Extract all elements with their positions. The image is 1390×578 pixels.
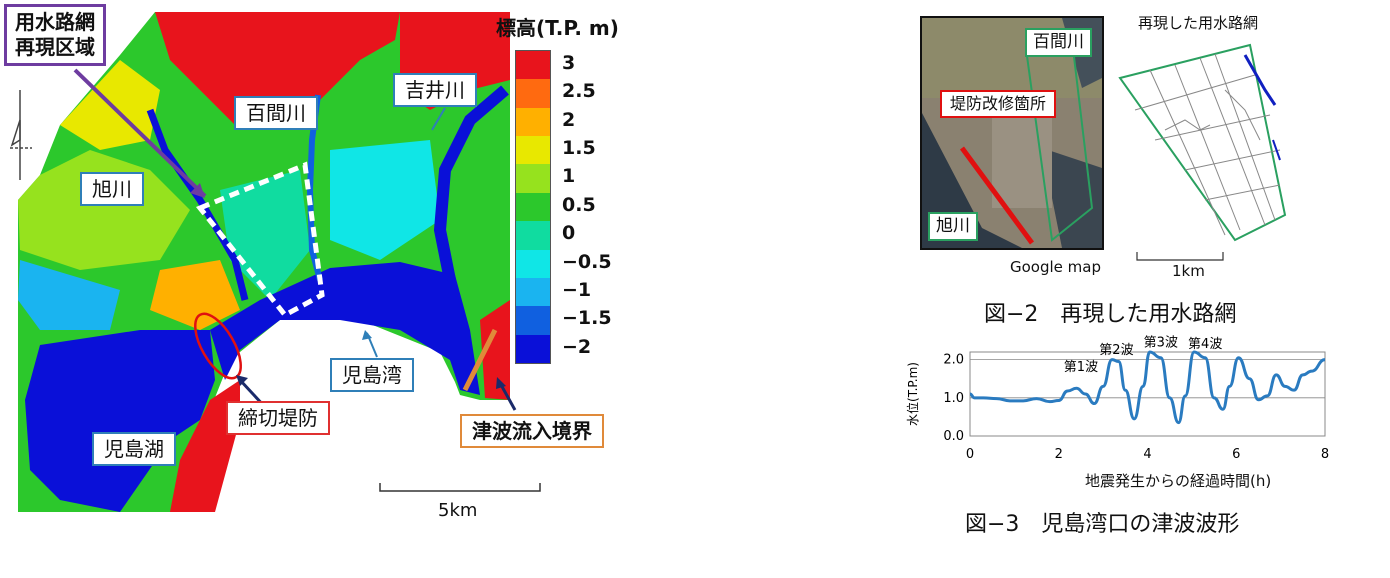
legend-tick-label: −1.5 xyxy=(562,307,612,330)
boundary-arrowhead xyxy=(496,377,506,389)
y-tick-label: 2.0 xyxy=(943,353,964,368)
map-river-asahi xyxy=(146,108,249,301)
legend-tick-label: 1.5 xyxy=(562,137,596,160)
kojima-lake-label: 児島湖 xyxy=(92,432,176,466)
fig2-scale-svg xyxy=(1136,252,1224,261)
legend-color-segment xyxy=(516,334,550,363)
legend-tick-label: −0.5 xyxy=(562,250,612,273)
x-tick-label: 2 xyxy=(1055,447,1063,462)
map-scale-label: 5km xyxy=(438,500,478,521)
legend-color-segment xyxy=(516,51,550,80)
map-kojima-lake xyxy=(25,330,215,512)
x-tick-label: 0 xyxy=(966,447,974,462)
legend-color-segment xyxy=(516,249,550,278)
map-patch-5 xyxy=(18,260,120,330)
map-river-yoshii xyxy=(433,85,509,282)
network-diagram xyxy=(1118,43,1287,242)
legend-tick-label: 0 xyxy=(562,222,576,245)
kojima-bay-label: 児島湾 xyxy=(330,358,414,392)
map-patch-6 xyxy=(150,260,240,330)
wave-annotation: 第2波 xyxy=(1099,343,1133,358)
legend-tick-label: 2.5 xyxy=(562,80,596,103)
asahi-label: 旭川 xyxy=(80,172,144,206)
legend-color-segment xyxy=(516,192,550,222)
fig2-asahi-label: 旭川 xyxy=(928,212,978,241)
bay-arrowhead xyxy=(362,330,372,340)
map-upland-south xyxy=(170,380,240,512)
yoshii-arrow xyxy=(431,107,446,131)
elevation-map xyxy=(10,12,541,512)
wave-annotation: 第1波 xyxy=(1064,360,1098,375)
legend-tick-label: −2 xyxy=(562,335,592,358)
legend-ticks: 3 2.5 2 1.5 1 0.5 0 −0.5 −1 −1.5 −2 xyxy=(562,50,622,370)
map-patch-1 xyxy=(18,150,190,270)
fig2-caption: 図−2 再現した用水路網 xyxy=(984,302,1237,327)
north-arrow-icon xyxy=(10,90,32,180)
yoshii-label: 吉井川 xyxy=(393,73,477,107)
map-patch-3 xyxy=(330,140,440,260)
region-arrow xyxy=(73,68,207,198)
legend-color-segment xyxy=(516,277,550,307)
network-title: 再現した用水路網 xyxy=(1138,14,1259,32)
y-tick-label: 0.0 xyxy=(943,429,964,444)
x-tick-label: 8 xyxy=(1321,447,1329,462)
network-river-segment-2 xyxy=(1272,139,1281,161)
map-upland-southeast xyxy=(480,300,510,400)
boundary-label: 津波流入境界 xyxy=(460,414,604,448)
fig2-repair-label: 堤防改修箇所 xyxy=(940,90,1057,118)
wave-annotation: 第3波 xyxy=(1144,335,1178,350)
shimekiri-label: 締切堤防 xyxy=(226,401,330,435)
x-tick-label: 4 xyxy=(1143,447,1151,462)
hyakken-label: 百間川 xyxy=(234,96,318,130)
y-axis-label: 水位(T.P.m) xyxy=(905,362,920,426)
waveform-line xyxy=(969,350,1326,425)
boundary-arrow xyxy=(498,382,517,411)
map-patch-4 xyxy=(220,170,310,300)
legend-color-segment xyxy=(516,79,550,108)
map-boundary-line xyxy=(462,328,498,392)
legend-tick-label: 1 xyxy=(562,165,576,188)
wave-annotation: 第4波 xyxy=(1188,337,1222,352)
network-boundary xyxy=(1118,43,1287,242)
legend-color-segment xyxy=(516,306,550,335)
legend-color-segment xyxy=(516,221,550,250)
map-scale-bar xyxy=(379,483,541,492)
fig2-scale-label: 1km xyxy=(1172,262,1205,280)
legend-color-segment xyxy=(516,107,550,137)
region-label: 用水路網 再現区域 xyxy=(4,4,106,66)
fig2: 百間川 堤防改修箇所 旭川 Google map 再現した用水路網 1km 図−… xyxy=(910,0,1330,330)
map-network-region-outline xyxy=(195,161,325,319)
map-upland-north xyxy=(155,12,400,130)
fig3-caption: 図−3 児島湾口の津波波形 xyxy=(965,512,1240,537)
network-river-segment xyxy=(1243,54,1277,106)
legend-tick-label: 2 xyxy=(562,108,576,131)
legend-title: 標高(T.P. m) xyxy=(496,16,619,40)
map-kojima-bay xyxy=(210,262,480,395)
legend-tick-label: −1 xyxy=(562,278,592,301)
map-shimekiri-marker xyxy=(194,312,242,380)
fig3-xlabel: 地震発生からの経過時間(h) xyxy=(1085,472,1272,490)
shimekiri-arrowhead xyxy=(236,375,248,386)
network-channels xyxy=(1134,53,1281,236)
legend-tick-label: 3 xyxy=(562,52,576,74)
elevation-map-figure: 用水路網 再現区域 百間川 吉井川 旭川 児島湾 締切堤防 津波流入境界 児島湖… xyxy=(0,0,660,560)
fig2-hyakken-label: 百間川 xyxy=(1025,28,1092,57)
fig2-source: Google map xyxy=(1010,258,1101,276)
x-tick-label: 6 xyxy=(1232,447,1240,462)
legend-tick-label: 0.5 xyxy=(562,193,596,216)
legend-color-segment xyxy=(516,136,550,165)
fig3: 0.0 1.0 2.0 0 2 4 6 8 水位(T.P.m) 第1波 第2波 第3波 第4波 地震発生… xyxy=(895,330,1365,570)
legend-colorbar xyxy=(515,50,551,364)
region-arrowhead xyxy=(190,183,205,198)
legend-color-segment xyxy=(516,164,550,193)
y-tick-label: 1.0 xyxy=(943,391,964,406)
